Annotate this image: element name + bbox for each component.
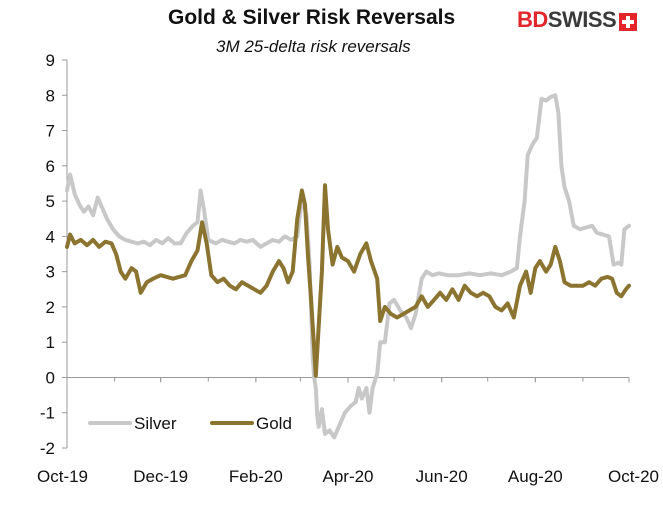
y-tick-label: -1 — [40, 404, 55, 423]
x-tick-label: Feb-20 — [229, 467, 283, 486]
y-tick-label: 7 — [46, 122, 55, 141]
logo-text-bd: BD — [517, 7, 548, 32]
x-tick-label: Dec-19 — [133, 467, 188, 486]
chart-title: Gold & Silver Risk Reversals — [168, 6, 456, 29]
brand-logo: BD SWISS — [517, 7, 638, 33]
logo-text-swiss: SWISS — [547, 7, 617, 32]
y-tick-label: 1 — [46, 333, 55, 352]
x-tick-label: Aug-20 — [508, 467, 563, 486]
y-tick-label: 6 — [46, 157, 55, 176]
swiss-cross-icon — [619, 11, 638, 31]
y-tick-label: 8 — [46, 86, 55, 105]
y-tick-label: 4 — [46, 227, 55, 246]
series-line-gold — [65, 183, 631, 378]
y-tick-label: 3 — [46, 263, 55, 282]
chart-legend: Silver Gold — [88, 414, 292, 433]
chart-axes: -2 -1 0 1 2 3 4 5 6 7 8 9 Oct-19 Dec-19 Feb-20 Apr-20 Ju… — [37, 51, 659, 486]
x-tick-label: Jun-20 — [416, 467, 468, 486]
x-tick-label: Oct-20 — [608, 467, 659, 486]
y-tick-label: 5 — [46, 192, 55, 211]
x-tick-label: Apr-20 — [322, 467, 373, 486]
y-tick-label: 9 — [46, 51, 55, 70]
chart-subtitle: 3M 25-delta risk reversals — [216, 37, 411, 56]
chart-series — [65, 93, 631, 440]
x-tick-label: Oct-19 — [37, 467, 88, 486]
legend-label-gold: Gold — [256, 414, 292, 433]
series-line-silver — [65, 93, 631, 440]
y-tick-label: 0 — [46, 368, 55, 387]
y-tick-label: 2 — [46, 298, 55, 317]
y-tick-label: -2 — [40, 439, 55, 458]
legend-label-silver: Silver — [134, 414, 177, 433]
